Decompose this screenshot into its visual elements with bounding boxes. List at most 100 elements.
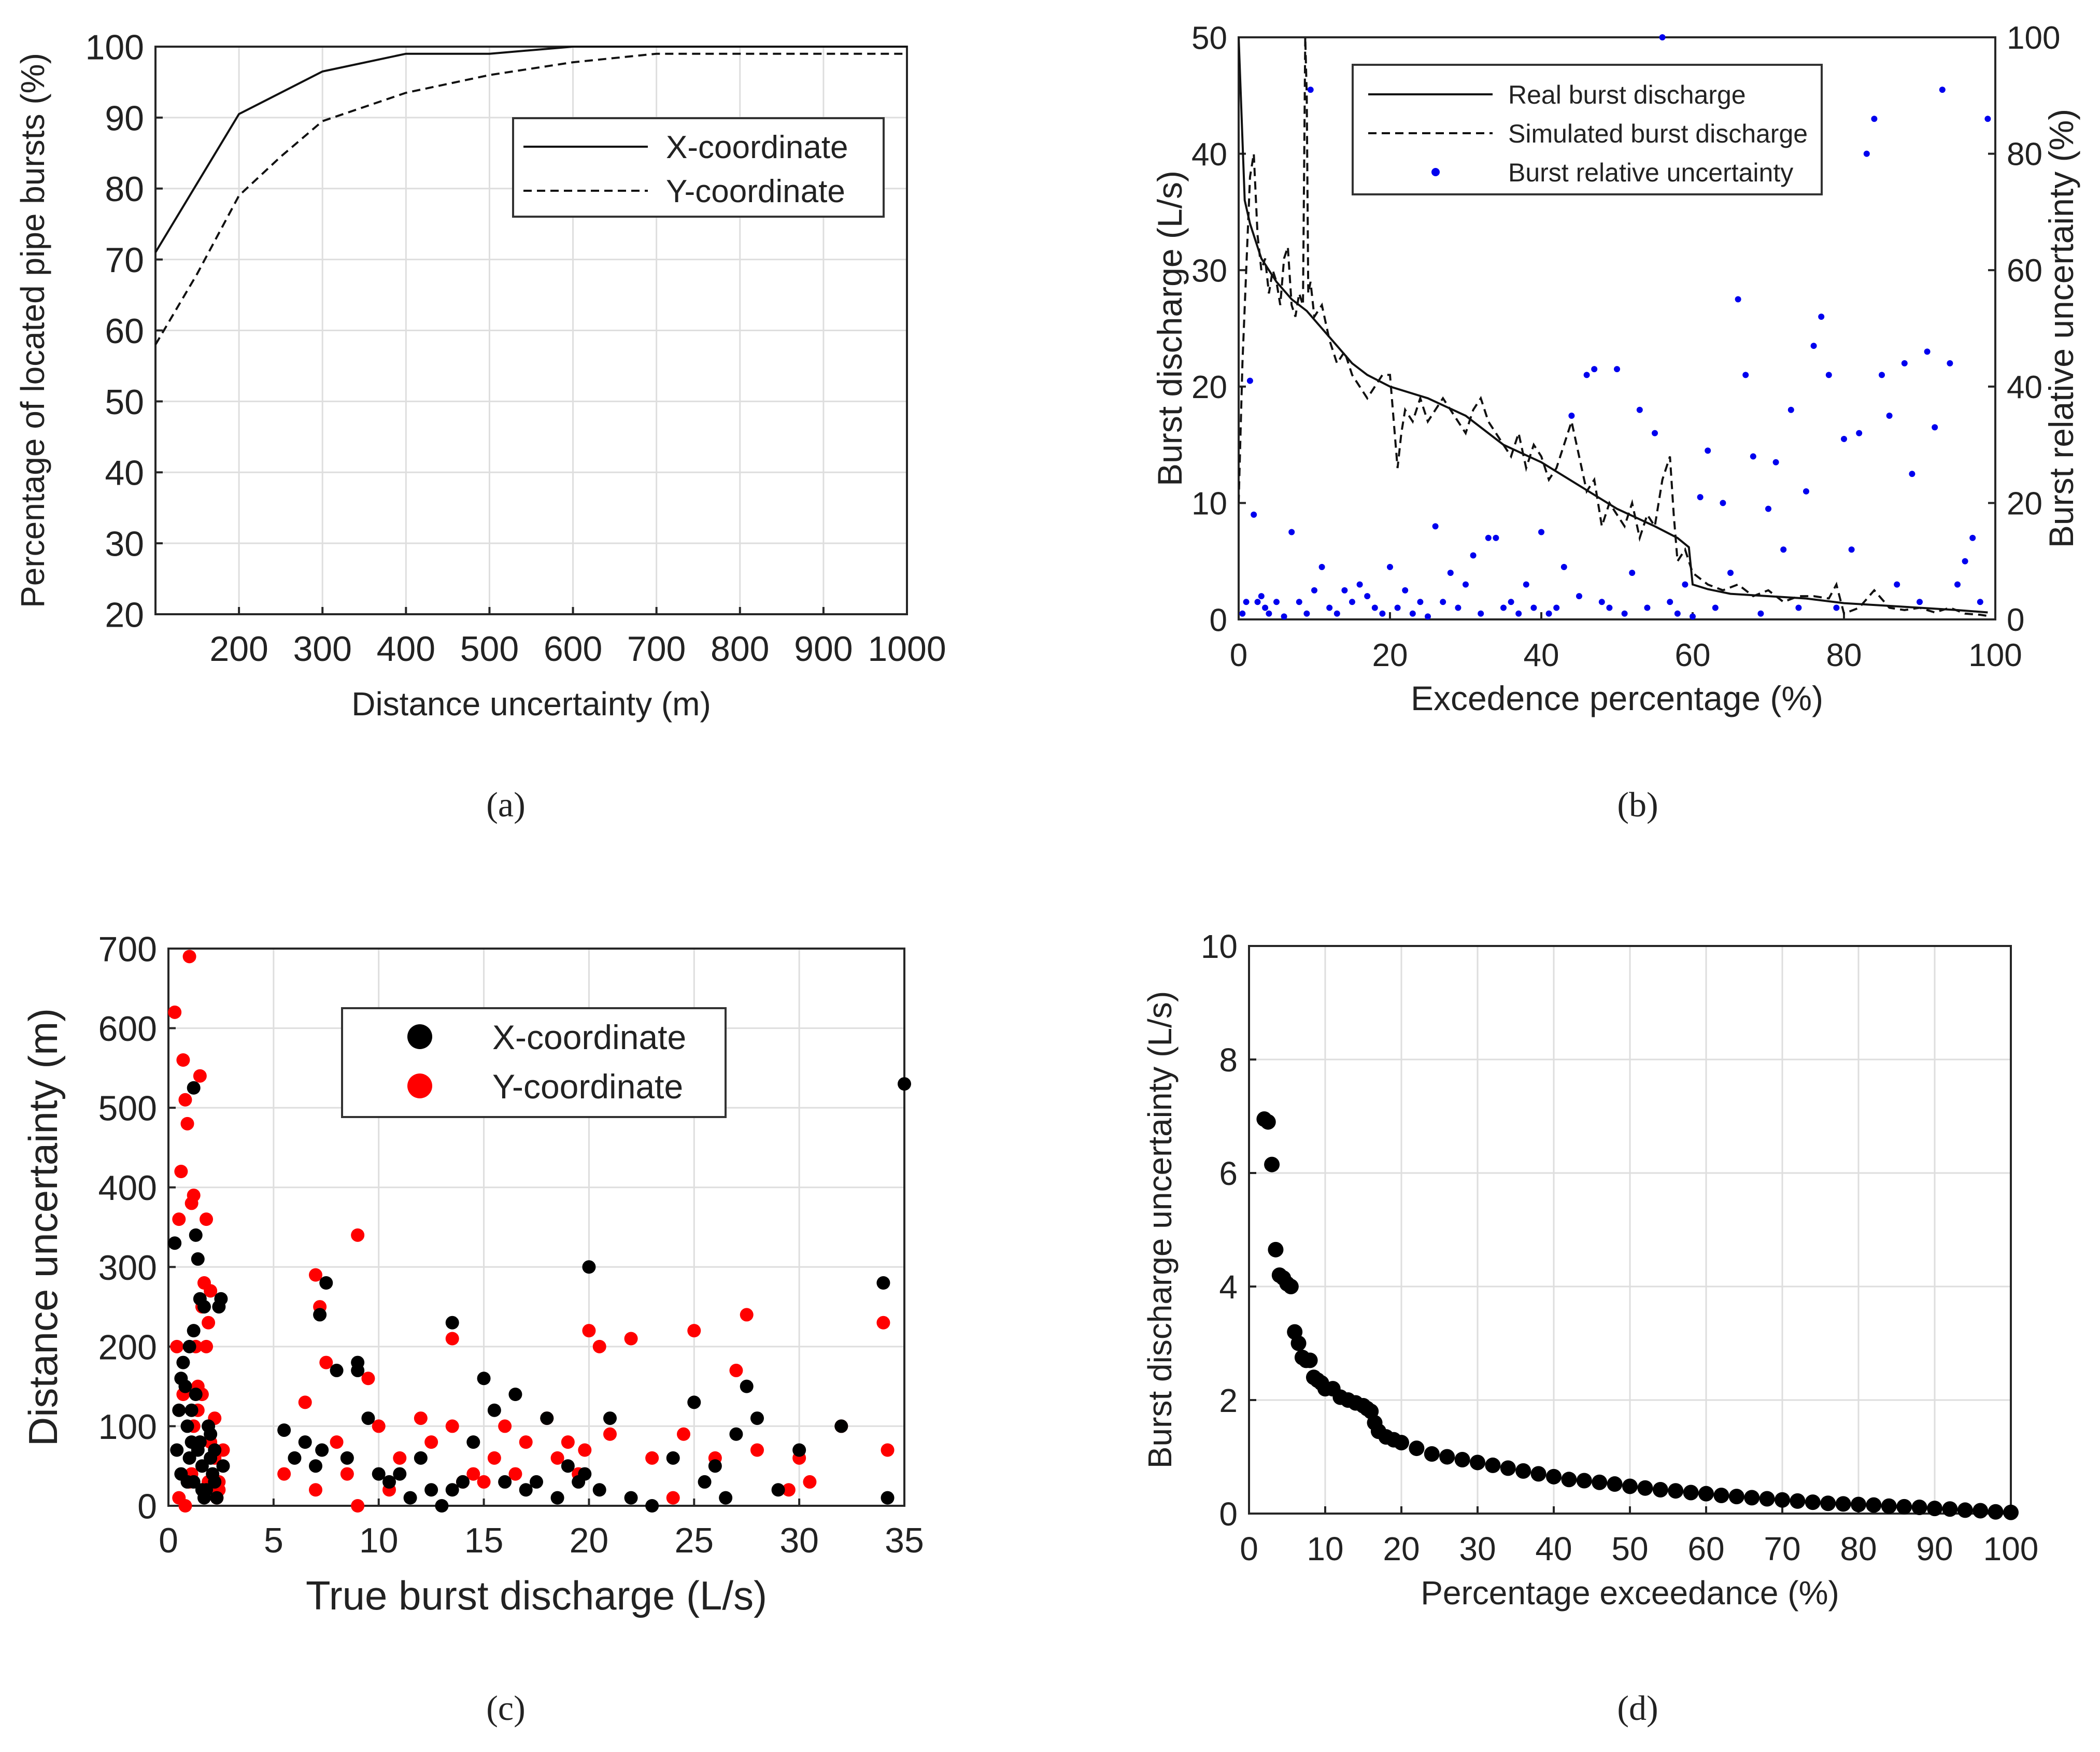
legend-box xyxy=(1352,64,1823,195)
uncertainty-point xyxy=(1668,1483,1684,1499)
x-tick-label: 900 xyxy=(794,629,853,669)
x-coordinate-point xyxy=(881,1491,895,1505)
series-line-1 xyxy=(154,46,907,253)
y-coordinate-point xyxy=(172,1212,186,1226)
x-coordinate-point xyxy=(195,1483,209,1497)
y-coordinate-point xyxy=(803,1475,817,1489)
x-coordinate-point xyxy=(176,1355,190,1369)
y-tick-label: 90 xyxy=(105,98,144,138)
panel-caption: (b) xyxy=(1617,785,1658,824)
x-coordinate-point xyxy=(530,1475,543,1489)
uncertainty-point xyxy=(1835,1496,1851,1512)
legend-label: Y-coordinate xyxy=(492,1067,683,1106)
legend-label: Burst relative uncertainty xyxy=(1508,158,1793,187)
x-coordinate-point xyxy=(340,1451,354,1465)
x-coordinate-point xyxy=(424,1483,438,1497)
uncertainty-point xyxy=(1977,599,1983,605)
panel-caption: (c) xyxy=(486,1688,525,1728)
x-coordinate-point xyxy=(592,1483,606,1497)
uncertainty-point xyxy=(1379,610,1386,617)
uncertainty-point xyxy=(1243,599,1250,605)
x-coordinate-point xyxy=(435,1499,449,1513)
uncertainty-point xyxy=(1283,1279,1299,1294)
y-tick-label: 100 xyxy=(86,27,144,67)
uncertainty-point xyxy=(1302,1352,1318,1368)
x-coordinate-point xyxy=(519,1483,533,1497)
uncertainty-point xyxy=(1303,610,1310,617)
y-tick-label: 60 xyxy=(105,312,144,351)
x-coordinate-point xyxy=(687,1395,701,1409)
x-coordinate-point xyxy=(191,1252,205,1266)
uncertainty-point xyxy=(1795,604,1802,611)
x-tick-label: 40 xyxy=(1535,1530,1572,1567)
x-coordinate-point xyxy=(197,1300,211,1314)
x-coordinate-point xyxy=(330,1363,344,1377)
uncertainty-point xyxy=(1917,599,1923,605)
uncertainty-point xyxy=(1508,599,1514,605)
x-coordinate-point xyxy=(214,1292,228,1306)
uncertainty-point xyxy=(1825,372,1832,378)
uncertainty-point xyxy=(1454,1451,1470,1467)
y-right-tick-label: 20 xyxy=(2007,486,2042,521)
uncertainty-point xyxy=(1546,1468,1562,1485)
y-coordinate-point xyxy=(319,1355,333,1369)
uncertainty-point xyxy=(1538,529,1544,535)
x-tick-label: 0 xyxy=(1240,1530,1258,1567)
uncertainty-point xyxy=(1246,377,1253,384)
y-right-tick-label: 100 xyxy=(2007,20,2060,56)
x-coordinate-point xyxy=(189,1388,203,1401)
real-discharge-line xyxy=(1239,37,1988,614)
y-coordinate-point xyxy=(424,1435,438,1449)
legend-label: Real burst discharge xyxy=(1508,80,1746,109)
uncertainty-point xyxy=(1698,1486,1714,1502)
x-coordinate-point xyxy=(351,1363,365,1377)
y-coordinate-point xyxy=(172,1491,186,1505)
uncertainty-point xyxy=(1636,406,1643,413)
x-tick-label: 400 xyxy=(377,629,435,669)
x-coordinate-point xyxy=(288,1451,302,1465)
uncertainty-point xyxy=(1254,599,1261,605)
x-coordinate-point xyxy=(603,1411,617,1425)
uncertainty-point xyxy=(1341,587,1348,594)
uncertainty-point xyxy=(1973,1503,1989,1519)
x-coordinate-point xyxy=(208,1443,222,1457)
x-coordinate-point xyxy=(876,1276,890,1290)
uncertainty-point xyxy=(1652,1482,1668,1498)
y-coordinate-point xyxy=(466,1467,480,1481)
uncertainty-point xyxy=(1682,581,1688,588)
uncertainty-point xyxy=(1757,610,1764,617)
y-coordinate-point xyxy=(750,1443,764,1457)
legend-marker xyxy=(1431,168,1440,176)
uncertainty-point xyxy=(1841,435,1847,442)
uncertainty-point xyxy=(1326,604,1333,611)
legend: X-coordinate Y-coordinate xyxy=(512,117,885,218)
uncertainty-point xyxy=(1901,360,1908,366)
x-coordinate-point xyxy=(719,1491,733,1505)
x-coordinate-point xyxy=(393,1467,407,1481)
y-coordinate-point xyxy=(550,1451,564,1465)
uncertainty-point xyxy=(1251,511,1257,518)
y-coordinate-point xyxy=(603,1427,617,1441)
x-coordinate-point xyxy=(189,1228,203,1242)
uncertainty-point xyxy=(1264,1156,1280,1172)
x-tick-label: 80 xyxy=(1826,638,1862,673)
x-coordinate-point xyxy=(624,1491,638,1505)
x-tick-label: 1000 xyxy=(868,629,946,669)
uncertainty-point xyxy=(1705,447,1711,454)
uncertainty-point xyxy=(1394,1435,1409,1451)
y-tick-label: 80 xyxy=(105,169,144,209)
y-coordinate-point xyxy=(200,1339,214,1353)
y-right-tick-label: 80 xyxy=(2007,137,2042,173)
y-coordinate-point xyxy=(182,950,196,964)
x-coordinate-point xyxy=(182,1339,196,1353)
x-coordinate-point xyxy=(508,1388,522,1401)
uncertainty-point xyxy=(1425,613,1431,620)
uncertainty-point xyxy=(1805,1494,1821,1510)
y-tick-label: 6 xyxy=(1219,1155,1238,1192)
y-right-tick-label: 0 xyxy=(2007,602,2024,638)
uncertainty-point xyxy=(1652,430,1658,436)
x-coordinate-point xyxy=(309,1459,322,1473)
x-tick-label: 20 xyxy=(1372,638,1408,673)
uncertainty-point xyxy=(1266,610,1272,617)
